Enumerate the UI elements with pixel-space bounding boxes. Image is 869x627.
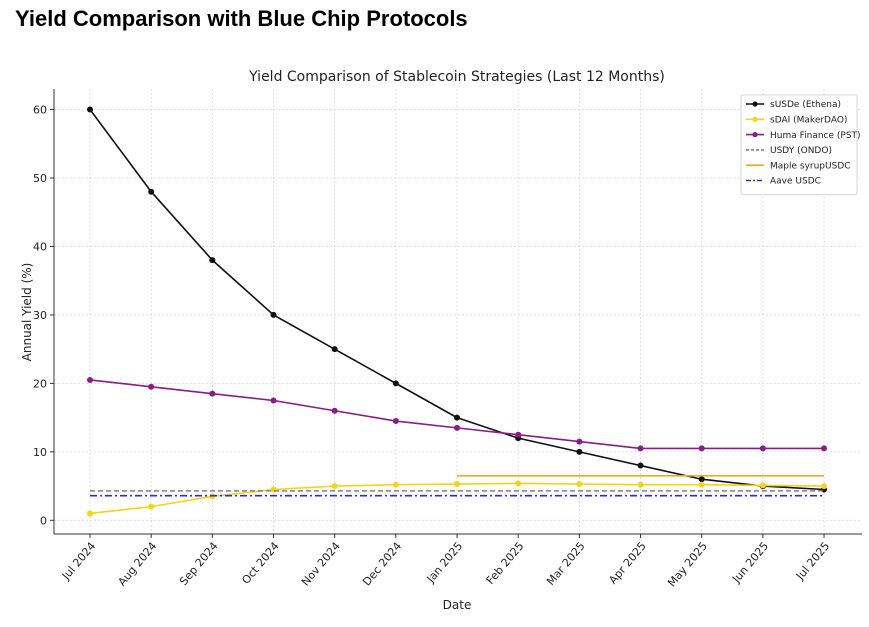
legend-label: sDAI (MakerDAO) bbox=[770, 116, 847, 126]
data-point bbox=[392, 380, 399, 387]
data-point bbox=[637, 481, 644, 488]
x-tick-label: Jul 2024 bbox=[59, 540, 98, 583]
grid-lines bbox=[54, 89, 862, 534]
data-point bbox=[454, 414, 461, 421]
data-point bbox=[515, 480, 522, 487]
legend-label: Aave USDC bbox=[770, 177, 821, 187]
legend-marker bbox=[752, 132, 758, 138]
data-point bbox=[87, 510, 93, 517]
data-point bbox=[454, 481, 461, 488]
legend-label: Huma Finance (PST) bbox=[770, 131, 861, 141]
legend: sUSDe (Ethena) sDAI (MakerDAO) Huma Financ… bbox=[740, 94, 861, 196]
data-point bbox=[821, 445, 828, 452]
x-tick-label: Jan 2025 bbox=[424, 540, 466, 586]
y-tick-label: 50 bbox=[33, 172, 47, 185]
x-tick-label: Sep 2024 bbox=[177, 540, 221, 588]
x-tick-label: Aug 2024 bbox=[115, 540, 159, 589]
data-point bbox=[576, 438, 583, 445]
legend-box bbox=[740, 94, 858, 196]
x-tick-label: Feb 2025 bbox=[484, 540, 527, 587]
y-tick-label: 10 bbox=[33, 446, 47, 459]
x-tick-label: Mar 2025 bbox=[544, 540, 588, 588]
x-tick-label: May 2025 bbox=[665, 540, 710, 590]
legend-label: USDY (ONDO) bbox=[770, 146, 832, 156]
x-tick-label: Apr 2025 bbox=[606, 540, 648, 587]
y-tick-label: 30 bbox=[33, 309, 47, 322]
y-tick-label: 20 bbox=[33, 377, 47, 390]
x-tick-label: Jun 2025 bbox=[729, 540, 771, 586]
y-tick-label: 40 bbox=[33, 240, 47, 253]
x-tick-label: Dec 2024 bbox=[360, 540, 404, 589]
data-point bbox=[331, 346, 338, 353]
series-huma-finance-pst bbox=[87, 376, 828, 452]
data-point bbox=[148, 503, 155, 510]
y-axis-label: Annual Yield (%) bbox=[20, 263, 34, 362]
page-heading: Yield Comparison with Blue Chip Protocol… bbox=[15, 6, 468, 31]
y-tick-label: 60 bbox=[33, 104, 47, 117]
data-point bbox=[148, 188, 155, 195]
data-point bbox=[331, 407, 338, 414]
x-axis-label: Date bbox=[443, 598, 472, 612]
data-point bbox=[759, 482, 766, 489]
x-tick-label: Nov 2024 bbox=[299, 540, 343, 589]
data-point bbox=[270, 311, 277, 318]
data-point bbox=[821, 483, 828, 490]
legend-marker bbox=[752, 101, 758, 107]
data-point bbox=[576, 481, 583, 488]
data-point bbox=[270, 397, 277, 404]
data-point bbox=[637, 462, 644, 469]
axes bbox=[50, 89, 862, 538]
data-point bbox=[454, 424, 461, 431]
data-point bbox=[87, 106, 93, 113]
data-point bbox=[637, 445, 644, 452]
data-point bbox=[515, 431, 522, 438]
data-point bbox=[576, 448, 583, 455]
data-point bbox=[698, 476, 705, 483]
x-tick-label: Jul 2025 bbox=[793, 540, 832, 583]
data-point bbox=[698, 445, 705, 452]
data-point bbox=[209, 390, 216, 397]
legend-label: Maple syrupUSDC bbox=[770, 161, 851, 171]
series-layer bbox=[87, 106, 828, 517]
data-point bbox=[392, 481, 399, 488]
data-point bbox=[759, 445, 766, 452]
data-point bbox=[698, 481, 705, 488]
data-point bbox=[331, 483, 338, 490]
series-susde-ethena bbox=[87, 106, 828, 493]
chart-title: Yield Comparison of Stablecoin Strategie… bbox=[248, 69, 665, 85]
legend-label: sUSDe (Ethena) bbox=[770, 100, 841, 110]
y-tick-label: 0 bbox=[40, 514, 47, 527]
data-point bbox=[392, 418, 399, 425]
x-tick-label: Oct 2024 bbox=[239, 540, 281, 587]
data-point bbox=[209, 257, 216, 264]
data-point bbox=[148, 383, 155, 390]
data-point bbox=[87, 376, 93, 383]
legend-marker bbox=[752, 116, 758, 122]
tick-labels: 0 10 20 30 40 50 60 Jul 2024 Aug 2024 Sep 2024 Oct… bbox=[33, 104, 832, 590]
